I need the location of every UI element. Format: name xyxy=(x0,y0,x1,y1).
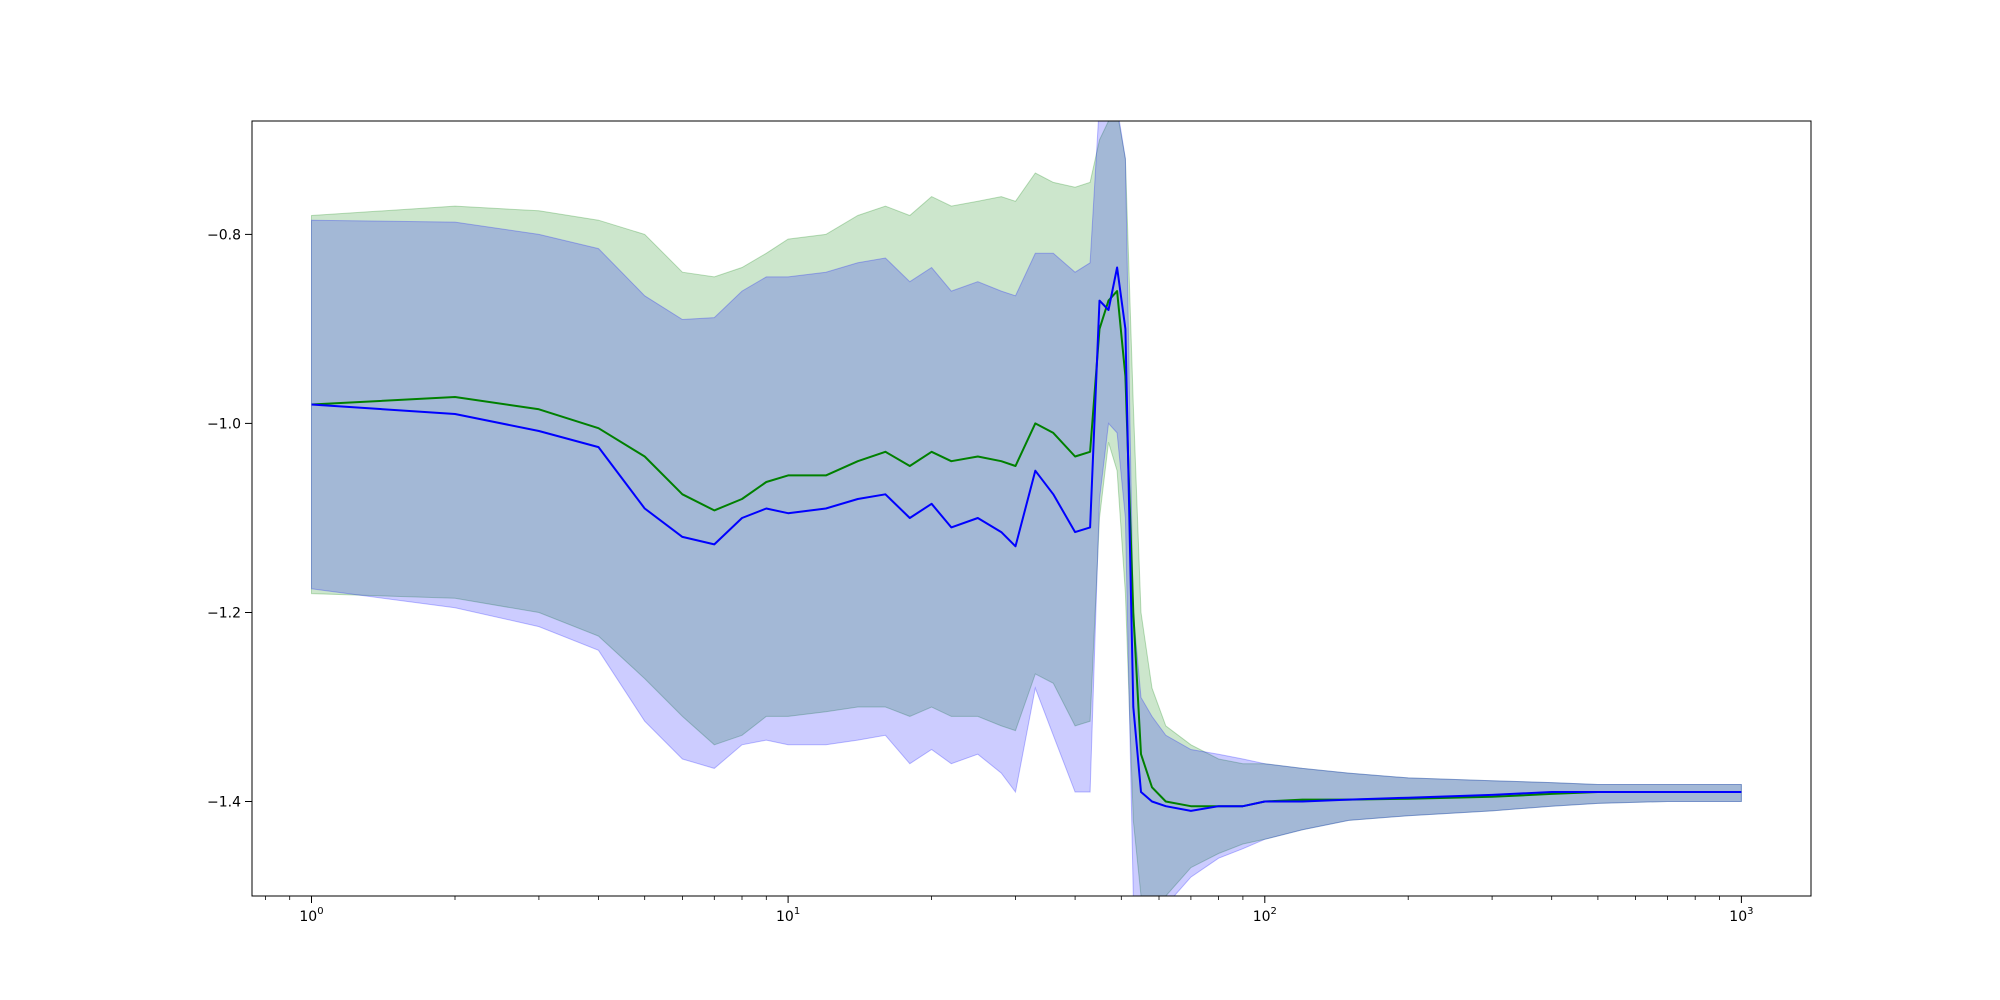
y-axis: −0.8 −1.0 −1.2 −1.4 xyxy=(207,227,252,811)
y-tick-label: −0.8 xyxy=(207,227,241,243)
x-tick-label: 101 xyxy=(776,906,800,925)
series-layer xyxy=(311,121,1742,896)
x-tick-label: 102 xyxy=(1253,906,1277,925)
x-tick-label: 103 xyxy=(1729,906,1753,925)
series-1-line xyxy=(311,290,1742,808)
y-tick-label: −1.0 xyxy=(207,416,241,432)
x-axis: 100 101 102 103 xyxy=(264,896,1754,925)
series-1-band xyxy=(311,121,1742,896)
y-tick-label: −1.2 xyxy=(207,606,241,622)
axes-frame xyxy=(251,120,1812,897)
y-tick-label: −1.4 xyxy=(207,795,241,811)
series-2-band xyxy=(311,121,1742,896)
series-2-line xyxy=(311,266,1742,812)
plot-area xyxy=(251,120,1812,897)
x-tick-label: 100 xyxy=(299,906,323,925)
